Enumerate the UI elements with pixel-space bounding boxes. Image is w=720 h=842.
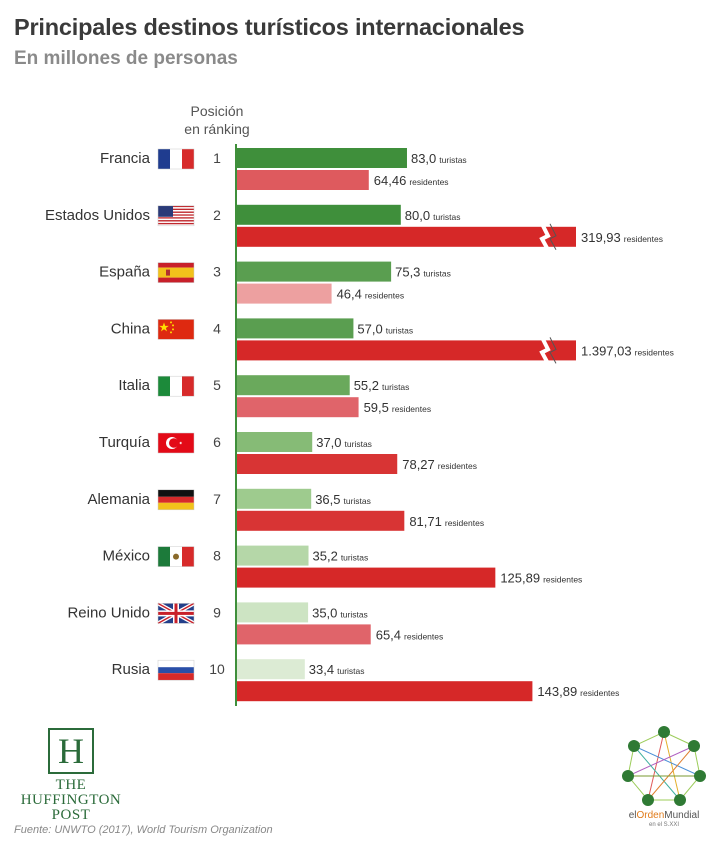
data-label-residentes: 59,5 residentes [364,400,432,415]
rank-label: 3 [213,264,221,280]
bar-residentes [236,454,398,474]
chart-subtitle: En millones de personas [14,48,238,69]
rank-label: 1 [213,150,221,166]
bar-turistas [236,488,312,509]
category-label: España [99,264,151,281]
data-label-residentes: 125,89 residentes [500,571,582,586]
category-label: Turquía [99,434,151,451]
bar-residentes [236,681,533,702]
bar-residentes [236,397,359,418]
data-label-residentes: 78,27 residentes [402,457,477,472]
bar-residentes [236,510,405,531]
bar-turistas [236,545,309,566]
data-label-residentes: 65,4 residentes [376,627,444,642]
rank-header-line-2: en ránking [184,121,250,137]
logo-tagline: en el S.XXI [648,822,680,828]
huffington-post-logo: H THE HUFFINGTON POST [16,728,126,823]
wordmark-el: el [628,810,637,821]
rank-label: 2 [213,207,221,223]
bar-turistas [236,261,392,282]
axis-break-icon [539,222,551,251]
flag-usa-icon [157,205,195,227]
rank-header-line-1: Posición [190,103,244,119]
chart-title: Principales destinos turísticos internac… [14,14,525,40]
flag-spain-icon [157,262,195,283]
bar-turistas [236,318,354,339]
bar-turistas [236,432,313,452]
flag-russia-icon [157,659,195,681]
axis-break-icon [539,336,551,365]
category-label: Francia [100,150,151,167]
category-label: Rusia [112,661,151,678]
logo-line-3: POST [51,807,91,823]
bar-residentes [236,567,496,588]
flag-uk-icon [157,601,195,626]
data-label-residentes: 81,71 residentes [409,514,484,529]
source-note: Fuente: UNWTO (2017), World Tourism Orga… [14,824,273,836]
data-label-turistas: 75,3 turistas [395,265,451,280]
bar-residentes [236,226,576,247]
rank-label: 7 [213,491,221,507]
bar-chart: Francia 1 83,0 turistas 64,46 residentes Estad… [45,144,674,706]
data-label-turistas: 55,2 turistas [354,378,410,393]
data-label-turistas: 57,0 turistas [357,321,413,336]
bar-residentes [236,340,576,361]
category-label: Estados Unidos [45,207,150,224]
data-label-residentes: 46,4 residentes [337,287,405,302]
huffington-h-icon: H [48,728,94,774]
bar-turistas [236,148,407,168]
wordmark-orden: Orden [636,810,665,821]
network-globe-icon [622,726,706,806]
data-label-residentes: 64,46 residentes [374,173,449,188]
bar-turistas [236,602,309,623]
data-label-turistas: 35,2 turistas [313,549,369,564]
category-label: Italia [118,377,150,394]
category-label: Reino Unido [67,604,150,621]
rank-label: 5 [213,377,221,393]
flag-germany-icon [157,489,195,511]
category-label: Alemania [87,491,150,508]
data-label-turistas: 33,4 turistas [309,662,365,677]
bar-turistas [236,375,350,396]
data-label-residentes: 143,89 residentes [537,684,619,699]
rank-label: 4 [213,320,221,336]
rank-label: 6 [213,434,221,450]
data-label-turistas: 37,0 turistas [316,435,372,450]
category-label: China [111,320,151,337]
flag-china-icon [157,319,195,340]
bar-residentes [236,624,371,645]
data-label-residentes: 319,93 residentes [581,230,663,245]
flag-mexico-icon [157,546,195,567]
bar-residentes [236,170,369,190]
wordmark-mundial: Mundial [664,810,700,821]
rank-label: 8 [213,548,221,564]
logo-line-1: THE [55,777,87,793]
el-orden-mundial-logo: elOrdenMundial en el S.XXI [616,724,712,830]
category-label: México [102,548,150,565]
data-label-residentes: 1.397,03 residentes [581,343,674,358]
data-label-turistas: 80,0 turistas [405,208,461,223]
bar-residentes [236,283,332,304]
flag-italy-icon [157,375,195,397]
flag-france-icon [157,148,195,170]
bar-turistas [236,204,401,225]
bar-turistas [236,659,305,680]
logo-line-2: HUFFINGTON [20,792,122,808]
rank-label: 9 [213,604,221,620]
logo-wordmark: elOrdenMundial [616,810,712,821]
rank-column-header: Posición en ránking [170,102,264,138]
data-label-turistas: 36,5 turistas [315,492,371,507]
data-label-turistas: 35,0 turistas [312,605,368,620]
rank-label: 10 [209,661,225,677]
flag-turkey-icon [157,432,195,454]
data-label-turistas: 83,0 turistas [411,151,467,166]
